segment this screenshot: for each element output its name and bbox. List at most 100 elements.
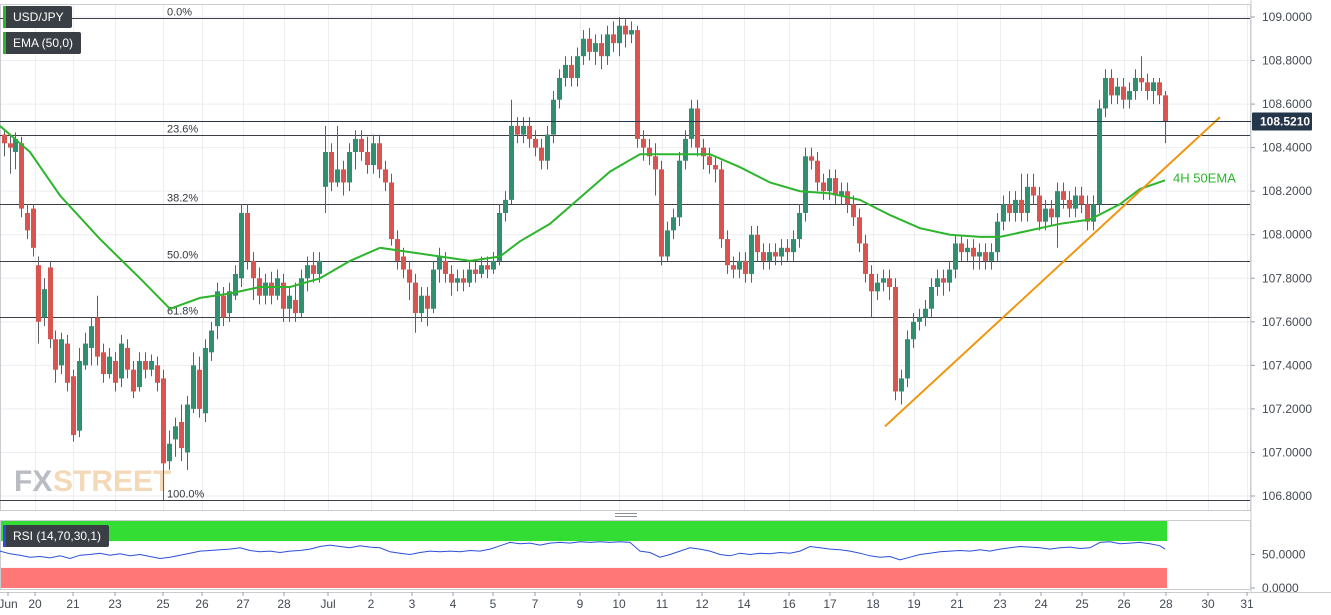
candle-body: [1037, 195, 1042, 222]
bear-candle: [311, 252, 316, 283]
candle-body: [155, 365, 160, 383]
candle-body: [1085, 204, 1090, 222]
bull-candle: [83, 332, 88, 370]
bull-candle: [593, 34, 598, 65]
bear-candle: [485, 256, 490, 279]
candle-body: [809, 156, 814, 161]
candle-body: [503, 199, 508, 213]
bear-candle: [1121, 77, 1126, 109]
time-tick-label: 12: [695, 597, 709, 611]
bull-candle: [767, 243, 772, 270]
bull-candle: [989, 243, 994, 270]
candle-body: [449, 273, 454, 283]
time-tick-label: 10: [612, 597, 626, 611]
bull-candle: [77, 347, 82, 438]
candle-body: [671, 217, 676, 231]
candle-body: [287, 295, 292, 309]
bear-candle: [143, 352, 148, 379]
candle-body: [749, 234, 754, 274]
candle-body: [557, 77, 562, 100]
bear-candle: [809, 147, 814, 170]
candle-body: [695, 108, 700, 148]
bull-candle: [935, 269, 940, 296]
bear-candle: [1163, 91, 1168, 144]
candle-body: [19, 143, 24, 209]
time-tick-label: 19: [907, 597, 921, 611]
bull-candle: [437, 247, 442, 283]
bull-candle: [1115, 77, 1120, 105]
ema-indicator-badge[interactable]: EMA (50,0): [3, 32, 82, 54]
candle-body: [131, 369, 136, 392]
candle-body: [31, 208, 36, 248]
bull-candle: [911, 313, 916, 348]
time-tick-label: 5: [490, 597, 497, 611]
time-tick-label: 25: [156, 597, 170, 611]
bear-candle: [959, 234, 964, 261]
candle-body: [623, 25, 628, 35]
bull-candle: [491, 252, 496, 274]
candle-body: [215, 291, 220, 327]
bear-candle: [1139, 56, 1144, 92]
bull-candle: [209, 321, 214, 362]
fib-level-label: 100.0%: [167, 489, 205, 501]
bull-candle: [305, 256, 310, 292]
bear-candle: [659, 160, 664, 266]
bull-candle: [905, 330, 910, 388]
bear-candle: [269, 271, 274, 305]
time-tick-label: 7: [532, 597, 539, 611]
bull-candle: [509, 99, 514, 205]
bear-candle: [773, 243, 778, 266]
time-tick-label: 21: [66, 597, 80, 611]
candle-body: [365, 151, 370, 166]
candle-body: [1139, 77, 1144, 83]
candle-body: [8, 143, 13, 148]
time-tick-label: 21: [950, 597, 964, 611]
bear-candle: [71, 369, 76, 442]
bull-candle: [827, 169, 832, 200]
candle-body: [53, 339, 58, 370]
bear-candle: [95, 295, 100, 366]
candle-body: [245, 212, 250, 261]
bear-candle: [161, 369, 166, 501]
candle-body: [443, 260, 448, 274]
bear-candle: [113, 352, 118, 392]
bull-candle: [137, 352, 142, 392]
symbol-badge[interactable]: USD/JPY: [3, 6, 72, 28]
time-tick-label: 9: [577, 597, 584, 611]
candle-body: [371, 143, 376, 166]
candle-body: [779, 247, 784, 257]
candle-body: [965, 247, 970, 253]
candle-body: [65, 343, 70, 383]
bear-candle: [389, 173, 394, 246]
ema-color-stripe: [3, 32, 6, 54]
bear-candle: [587, 27, 592, 61]
candle-body: [917, 317, 922, 322]
rsi-indicator-badge[interactable]: RSI (14,70,30,1): [3, 525, 110, 547]
bull-candle: [1013, 191, 1018, 222]
candle-body: [587, 38, 592, 52]
bear-candle: [31, 204, 36, 257]
bear-candle: [329, 143, 334, 192]
candle-body: [905, 339, 910, 379]
bull-candle: [299, 269, 304, 318]
candle-body: [251, 260, 256, 279]
candle-body: [161, 378, 166, 464]
bear-candle: [8, 134, 13, 174]
bear-candle: [1049, 199, 1054, 227]
candle-body: [467, 269, 472, 283]
candle-body: [77, 361, 82, 431]
candle-body: [95, 317, 100, 357]
panel-resize-handle[interactable]: [615, 513, 637, 519]
bull-candle: [431, 260, 436, 314]
candle-body: [941, 278, 946, 283]
candle-body: [953, 243, 958, 270]
bull-candle: [671, 208, 676, 240]
candle-body: [833, 178, 838, 196]
bull-candle: [119, 334, 124, 388]
time-tick-label: 26: [1117, 597, 1131, 611]
candle-body: [209, 330, 214, 353]
candle-body: [515, 125, 520, 135]
bull-candle: [353, 130, 358, 170]
trendline: [884, 116, 1221, 428]
